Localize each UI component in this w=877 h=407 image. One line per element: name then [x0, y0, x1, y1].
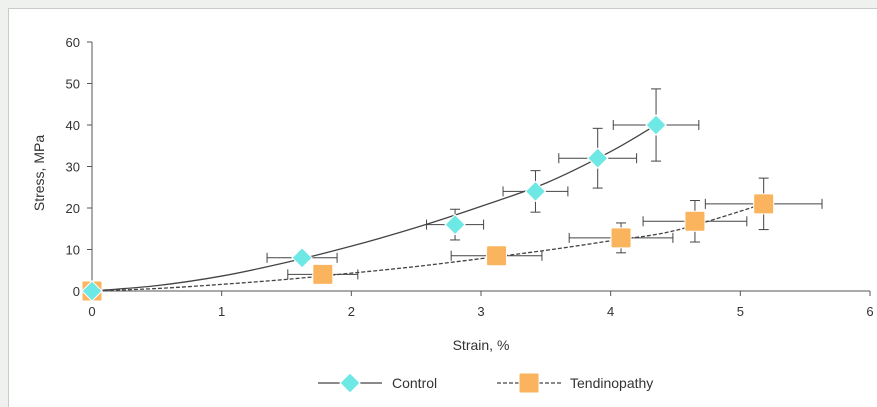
legend-label-1: Tendinopathy — [570, 375, 653, 391]
x-tick-label: 4 — [607, 304, 614, 319]
x-tick-label: 1 — [218, 304, 225, 319]
data-point-tendinopathy — [312, 263, 334, 285]
x-axis-label: Strain, % — [453, 337, 510, 353]
data-point-control — [444, 213, 466, 236]
chart-frame — [8, 8, 877, 407]
data-point-control — [81, 280, 103, 302]
data-point-tendinopathy — [486, 245, 508, 267]
x-tick-label: 0 — [88, 304, 95, 319]
y-tick-label: 10 — [66, 243, 80, 258]
y-tick-label: 50 — [66, 77, 80, 92]
y-tick-label: 30 — [66, 160, 80, 175]
x-tick-label: 2 — [348, 304, 355, 319]
y-axis-label: Stress, MPa — [31, 135, 47, 211]
x-tick-label: 5 — [737, 304, 744, 319]
data-point-tendinopathy — [684, 210, 706, 232]
legend: Control Tendinopathy — [318, 372, 653, 394]
fitted-curves — [91, 124, 764, 292]
data-point-control — [586, 147, 609, 169]
legend-label-0: Control — [392, 375, 437, 391]
y-tick-label: 20 — [66, 201, 80, 216]
x-tick-label: 3 — [477, 304, 484, 319]
data-point-control — [524, 180, 547, 203]
data-markers — [81, 114, 775, 302]
y-tick-label: 60 — [66, 35, 80, 50]
y-tick-label: 40 — [66, 118, 80, 133]
data-point-control — [645, 114, 667, 136]
series-curve-1 — [91, 203, 764, 292]
series-curve-0 — [91, 124, 657, 292]
data-point-tendinopathy — [610, 227, 632, 249]
error-bars — [266, 88, 823, 280]
data-point-control — [291, 247, 313, 269]
y-tick-label: 0 — [73, 284, 80, 299]
legend-marker-0 — [339, 372, 361, 394]
x-tick-label: 6 — [866, 304, 873, 319]
legend-marker-1 — [518, 372, 540, 394]
data-point-tendinopathy — [753, 193, 775, 215]
